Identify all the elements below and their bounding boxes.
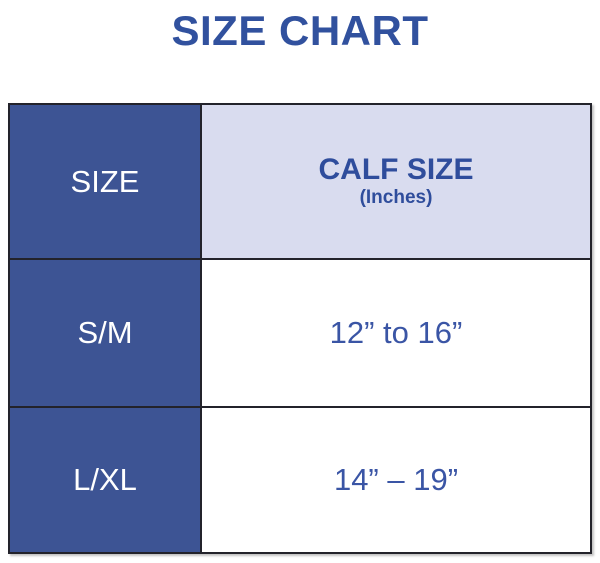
calf-size-column-header: CALF SIZE (Inches) bbox=[200, 103, 592, 260]
calf-size-cell-lxl: 14” – 19” bbox=[200, 406, 592, 554]
table-row: L/XL 14” – 19” bbox=[8, 406, 592, 554]
page-title: SIZE CHART bbox=[171, 7, 429, 54]
calf-size-header-label: CALF SIZE bbox=[318, 152, 474, 186]
table-row: S/M 12” to 16” bbox=[8, 258, 592, 408]
size-chart-table: SIZE CALF SIZE (Inches) S/M 12” to 16” L… bbox=[8, 103, 592, 554]
size-column-header: SIZE bbox=[8, 103, 202, 260]
calf-size-header-units: (Inches) bbox=[359, 187, 433, 209]
size-cell-lxl: L/XL bbox=[8, 406, 202, 554]
calf-size-cell-sm: 12” to 16” bbox=[200, 258, 592, 408]
header-row: SIZE CALF SIZE (Inches) bbox=[8, 103, 592, 260]
size-cell-sm: S/M bbox=[8, 258, 202, 408]
